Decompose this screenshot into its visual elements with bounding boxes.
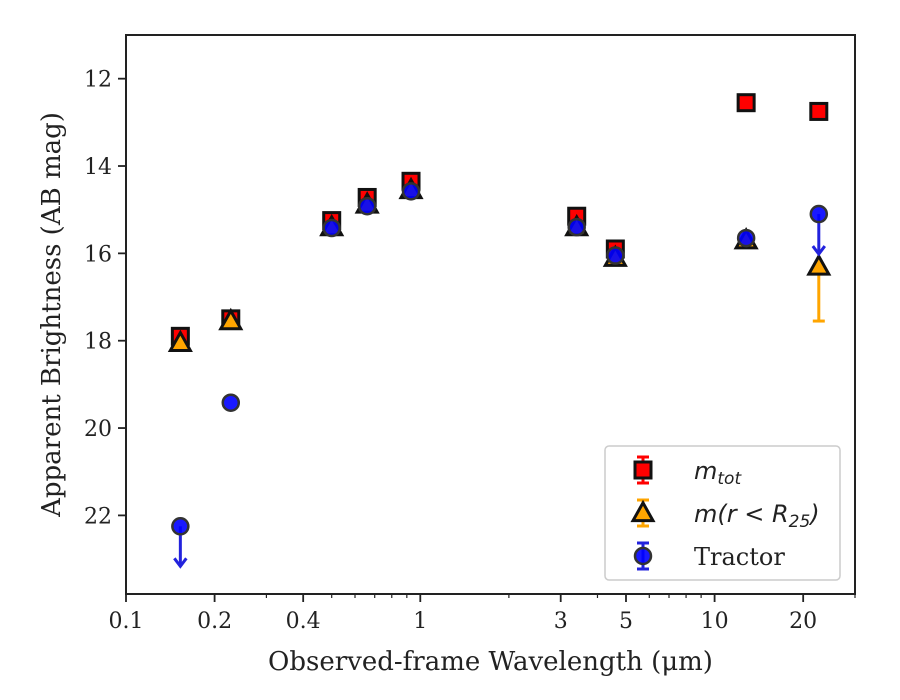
data-point <box>809 101 829 121</box>
x-tick-label: 0.4 <box>286 609 321 634</box>
data-point <box>171 517 190 536</box>
series-triangle <box>167 176 832 353</box>
legend: mtot m(r < R25) Tractor <box>604 445 841 581</box>
data-point <box>357 196 377 216</box>
data-point <box>221 393 241 412</box>
legend-marker <box>633 460 653 480</box>
data-point <box>809 204 829 224</box>
series-circle <box>171 182 829 569</box>
data-point <box>606 246 625 265</box>
y-axis-label: Apparent Brightness (AB mag) <box>37 112 67 518</box>
data-point <box>401 182 421 201</box>
data-point <box>736 93 756 113</box>
legend-box <box>604 445 841 581</box>
x-axis: 0.1 0.2 0.4 1 3 5 10 20 <box>109 594 856 634</box>
x-tick-label: 0.2 <box>197 609 232 634</box>
legend-entry: Tractor <box>694 543 785 571</box>
legend-marker <box>633 546 653 566</box>
legend-entry: m(r < R25) <box>694 500 820 532</box>
data-point <box>806 253 832 276</box>
x-tick-label: 20 <box>789 609 817 634</box>
y-tick-label: 22 <box>84 504 112 529</box>
data-point <box>322 218 341 238</box>
upper-limit-arrowhead <box>811 245 826 257</box>
y-tick-label: 16 <box>84 242 112 267</box>
axes-frame <box>125 34 856 595</box>
data-point <box>218 307 244 331</box>
upper-limit-arrowhead <box>173 557 188 569</box>
series-square <box>170 93 829 346</box>
x-axis-label: Observed-frame Wavelength (μm) <box>268 647 713 677</box>
data-point <box>736 228 756 248</box>
y-tick-label: 12 <box>84 68 112 93</box>
legend-entry: mtot <box>694 457 742 489</box>
x-tick-label: 10 <box>701 609 729 634</box>
y-tick-label: 20 <box>84 417 112 442</box>
x-tick-label: 5 <box>619 609 633 634</box>
plot-area <box>167 93 832 569</box>
x-tick-label: 1 <box>413 609 427 634</box>
y-tick-label: 14 <box>84 155 112 180</box>
data-point <box>167 329 193 353</box>
data-point <box>567 217 586 237</box>
x-tick-label: 3 <box>554 609 568 634</box>
legend-marker <box>630 499 656 523</box>
y-axis: 12 14 16 18 20 22 <box>84 68 126 529</box>
y-tick-label: 18 <box>84 330 112 355</box>
x-tick-label: 0.1 <box>109 609 144 634</box>
